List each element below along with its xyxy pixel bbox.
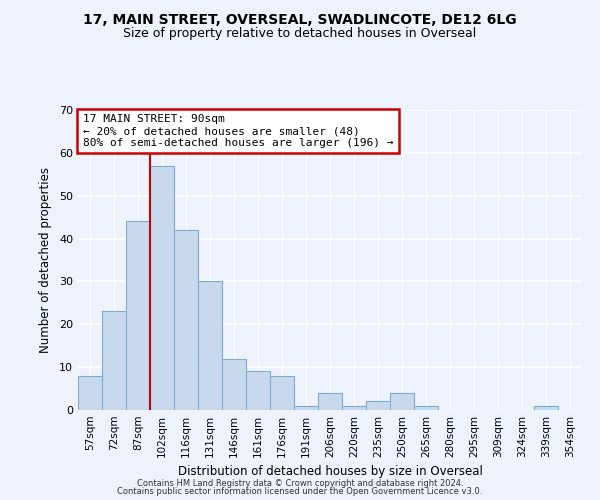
Y-axis label: Number of detached properties: Number of detached properties xyxy=(39,167,52,353)
Bar xyxy=(102,312,126,410)
Bar xyxy=(78,376,102,410)
Bar xyxy=(294,406,318,410)
Bar xyxy=(198,282,222,410)
Bar xyxy=(150,166,174,410)
X-axis label: Distribution of detached houses by size in Overseal: Distribution of detached houses by size … xyxy=(178,466,482,478)
Bar xyxy=(342,406,366,410)
Bar xyxy=(174,230,198,410)
Text: Contains HM Land Registry data © Crown copyright and database right 2024.: Contains HM Land Registry data © Crown c… xyxy=(137,478,463,488)
Bar xyxy=(318,393,342,410)
Bar xyxy=(222,358,246,410)
Text: Size of property relative to detached houses in Overseal: Size of property relative to detached ho… xyxy=(124,28,476,40)
Bar xyxy=(366,402,390,410)
Bar xyxy=(534,406,558,410)
Bar xyxy=(126,222,150,410)
Text: Contains public sector information licensed under the Open Government Licence v3: Contains public sector information licen… xyxy=(118,487,482,496)
Text: 17, MAIN STREET, OVERSEAL, SWADLINCOTE, DE12 6LG: 17, MAIN STREET, OVERSEAL, SWADLINCOTE, … xyxy=(83,12,517,26)
Bar xyxy=(270,376,294,410)
Bar xyxy=(246,372,270,410)
Bar xyxy=(414,406,438,410)
Bar xyxy=(390,393,414,410)
Text: 17 MAIN STREET: 90sqm
← 20% of detached houses are smaller (48)
80% of semi-deta: 17 MAIN STREET: 90sqm ← 20% of detached … xyxy=(83,114,394,148)
